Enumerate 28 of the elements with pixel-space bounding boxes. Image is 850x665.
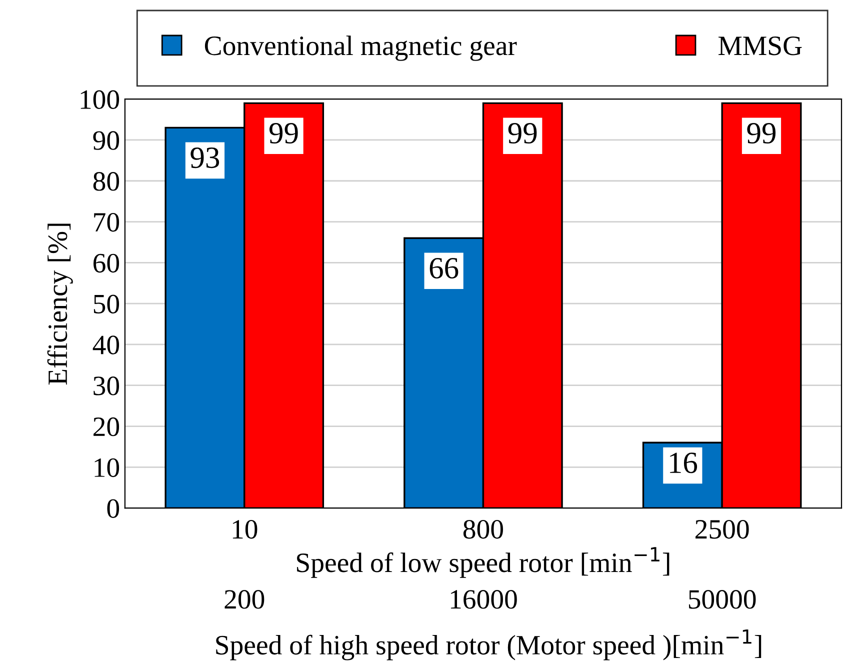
y-tick-label: 90 (93, 131, 120, 150)
y-tick-label: 20 (94, 417, 120, 436)
y-tick-label: 60 (94, 254, 120, 273)
legend-label: MMSG (718, 36, 802, 56)
data-label: 93 (190, 148, 220, 168)
y-tick-label: 40 (92, 336, 120, 354)
data-label: 99 (747, 123, 776, 144)
y-axis-title: Efficiency [%] (47, 224, 73, 385)
data-label: 66 (430, 258, 458, 279)
text: 50000 (688, 590, 756, 609)
data-label: 99 (508, 123, 537, 144)
y-tick-label: 0 (107, 499, 120, 518)
data-label: 99 (269, 123, 298, 144)
x-tick-label: 10 (232, 520, 258, 539)
legend-label: Conventional magnetic gear (204, 36, 517, 61)
x-tick-label: 800 (463, 520, 503, 539)
y-tick-label: 80 (93, 172, 120, 191)
data-label: 16 (670, 452, 698, 474)
x-axis-title: Speed of low speed rotor [min$^{−1}$] (297, 547, 670, 578)
text: 16000 (450, 590, 517, 609)
x-tick-label: 2500 (696, 520, 749, 539)
y-tick-label: 100 (80, 90, 120, 109)
y-tick-label: 10 (94, 458, 120, 478)
y-tick-label: 70 (94, 212, 120, 232)
y-tick-label: 30 (94, 376, 120, 396)
text: 200 (224, 590, 264, 609)
y-tick-label: 50 (94, 294, 120, 314)
text: Speed of high speed rotor (Motor speed )[min$^{−1}$] (216, 629, 762, 660)
